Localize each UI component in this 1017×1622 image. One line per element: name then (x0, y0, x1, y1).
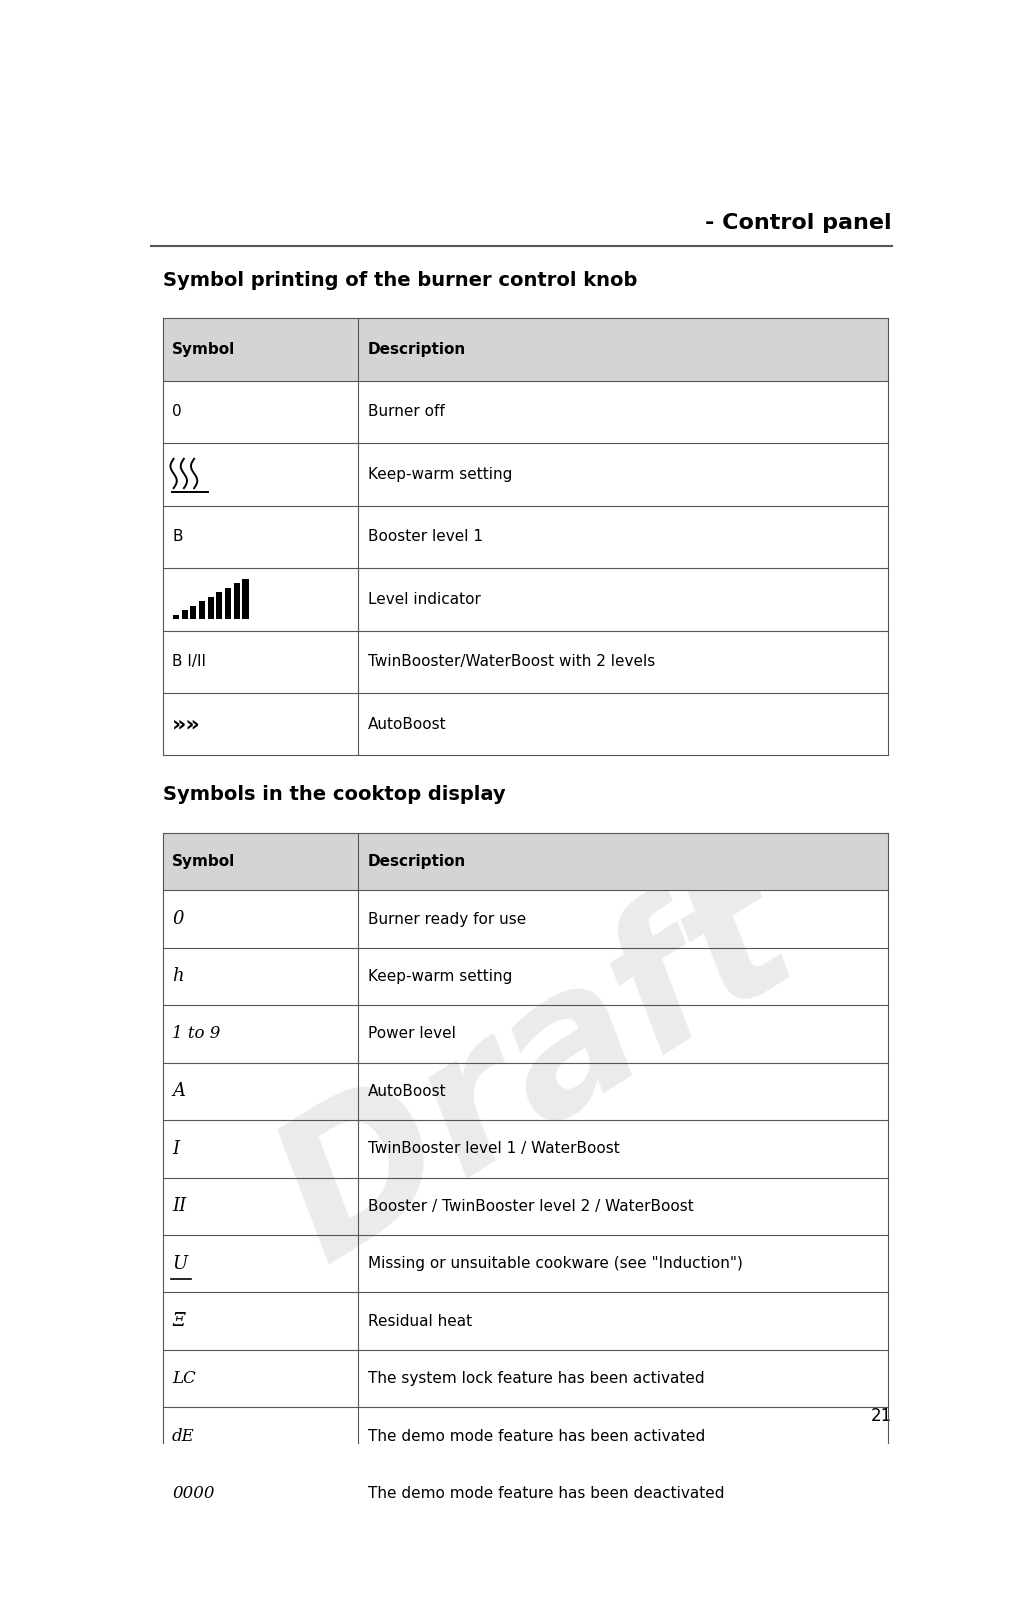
Text: LC: LC (172, 1371, 196, 1387)
Text: Power level: Power level (368, 1027, 456, 1041)
Text: 21: 21 (871, 1406, 892, 1424)
Text: Burner off: Burner off (368, 404, 444, 420)
Text: dE: dE (172, 1427, 195, 1445)
Text: Booster level 1: Booster level 1 (368, 529, 483, 545)
Text: Residual heat: Residual heat (368, 1314, 472, 1328)
Bar (181, 610, 188, 620)
Text: Keep-warm setting: Keep-warm setting (368, 968, 513, 985)
Text: 1 to 9: 1 to 9 (172, 1025, 221, 1043)
Bar (199, 602, 205, 620)
Text: B I/II: B I/II (172, 654, 206, 670)
Text: The system lock feature has been activated: The system lock feature has been activat… (368, 1371, 705, 1387)
Bar (190, 605, 196, 620)
Text: AutoBoost: AutoBoost (368, 717, 446, 732)
Text: TwinBooster level 1 / WaterBoost: TwinBooster level 1 / WaterBoost (368, 1142, 619, 1156)
Text: The demo mode feature has been deactivated: The demo mode feature has been deactivat… (368, 1486, 724, 1500)
Text: 0000: 0000 (172, 1486, 215, 1502)
Text: U: U (172, 1255, 187, 1273)
Text: Symbol: Symbol (172, 342, 235, 357)
Text: Draft: Draft (247, 839, 827, 1299)
Text: TwinBooster/WaterBoost with 2 levels: TwinBooster/WaterBoost with 2 levels (368, 654, 655, 670)
Text: I: I (172, 1140, 179, 1158)
Text: Burner ready for use: Burner ready for use (368, 912, 526, 926)
Bar (173, 615, 179, 620)
Text: Level indicator: Level indicator (368, 592, 481, 607)
Text: II: II (172, 1197, 186, 1215)
Text: B: B (172, 529, 182, 545)
Text: 0: 0 (172, 404, 182, 420)
Text: 0: 0 (172, 910, 183, 928)
Bar (234, 584, 240, 620)
Text: »»: »» (172, 714, 200, 735)
Bar (163, 318, 888, 381)
Text: - Control panel: - Control panel (705, 214, 892, 234)
Text: h: h (172, 967, 184, 986)
Text: Booster / TwinBooster level 2 / WaterBoost: Booster / TwinBooster level 2 / WaterBoo… (368, 1199, 694, 1213)
Bar (225, 587, 231, 620)
Text: Symbol printing of the burner control knob: Symbol printing of the burner control kn… (163, 271, 637, 290)
Text: Ξ: Ξ (172, 1312, 185, 1330)
Text: Symbol: Symbol (172, 855, 235, 869)
Text: Keep-warm setting: Keep-warm setting (368, 467, 513, 482)
Text: Description: Description (368, 342, 466, 357)
Text: AutoBoost: AutoBoost (368, 1083, 446, 1098)
Text: A: A (172, 1082, 185, 1100)
Text: Description: Description (368, 855, 466, 869)
Bar (242, 579, 248, 620)
Text: Missing or unsuitable cookware (see "Induction"): Missing or unsuitable cookware (see "Ind… (368, 1255, 742, 1272)
Text: The demo mode feature has been activated: The demo mode feature has been activated (368, 1429, 705, 1444)
Bar (163, 832, 888, 890)
Bar (217, 592, 223, 620)
Text: Symbols in the cooktop display: Symbols in the cooktop display (163, 785, 505, 805)
Bar (207, 597, 214, 620)
